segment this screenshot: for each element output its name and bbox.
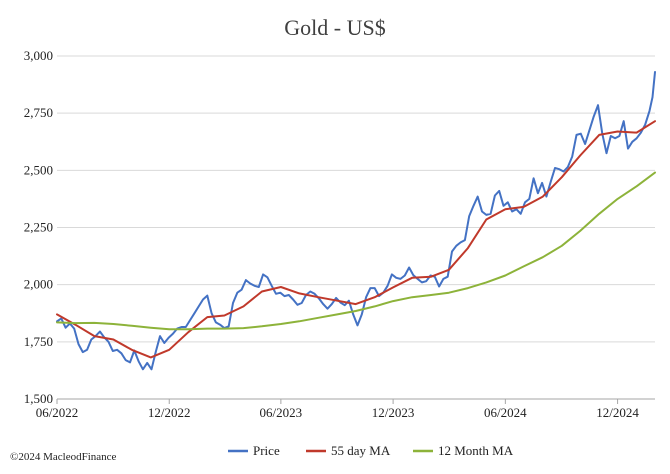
chart-legend: Price 55 day MA 12 Month MA bbox=[228, 443, 514, 458]
series-line-1 bbox=[56, 120, 656, 359]
y-tick-label: 3,000 bbox=[24, 48, 53, 63]
series-lines bbox=[56, 71, 656, 371]
y-tick-label: 2,000 bbox=[24, 277, 53, 292]
y-tick-label: 2,750 bbox=[24, 105, 53, 120]
y-tick-label: 2,250 bbox=[24, 220, 53, 235]
x-axis: 06/2022 12/2022 06/2023 12/2023 06/2024 12/20… bbox=[36, 398, 655, 420]
x-tick-label: 06/2023 bbox=[260, 405, 303, 420]
series-line-0 bbox=[56, 71, 656, 371]
legend-label: Price bbox=[253, 443, 280, 458]
copyright-text: ©2024 MacleodFinance bbox=[10, 451, 117, 463]
y-tick-label: 1,750 bbox=[24, 334, 53, 349]
x-tick-label: 12/2022 bbox=[148, 405, 191, 420]
y-tick-label: 2,500 bbox=[24, 162, 53, 177]
legend-label: 55 day MA bbox=[331, 443, 391, 458]
y-gridlines bbox=[57, 55, 655, 400]
y-axis-tick-labels: 1,500 1,750 2,000 2,250 2,500 2,750 3,000 bbox=[24, 48, 53, 406]
legend-label: 12 Month MA bbox=[438, 443, 514, 458]
y-tick-label: 1,500 bbox=[24, 391, 53, 406]
series-line-2 bbox=[56, 171, 656, 331]
x-tick-label: 06/2022 bbox=[36, 405, 79, 420]
chart-title: Gold - US$ bbox=[284, 15, 385, 40]
x-tick-label: 12/2024 bbox=[596, 405, 639, 420]
x-tick-label: 06/2024 bbox=[484, 405, 527, 420]
x-tick-label: 12/2023 bbox=[372, 405, 415, 420]
